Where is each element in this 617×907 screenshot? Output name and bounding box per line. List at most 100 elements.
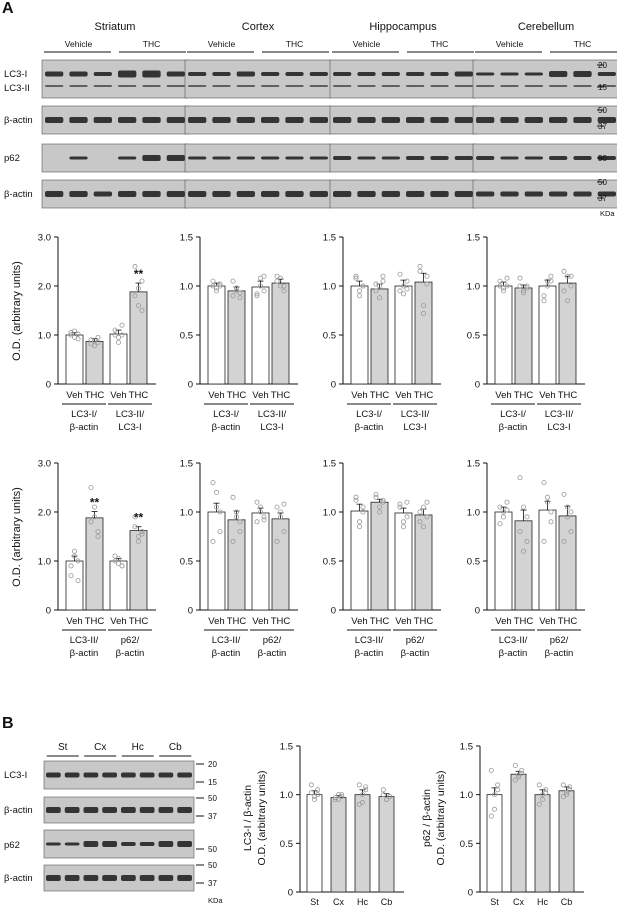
band — [500, 191, 519, 197]
data-point — [424, 514, 430, 520]
data-point — [281, 288, 287, 294]
band — [93, 72, 112, 76]
data-point — [88, 519, 94, 525]
data-point — [541, 480, 547, 486]
actin-blot-2 — [184, 179, 332, 209]
band — [333, 117, 352, 123]
data-point — [254, 519, 260, 525]
data-point — [281, 501, 287, 507]
group-label: β-actin — [401, 648, 430, 659]
band — [188, 156, 207, 160]
y-tick-label: 0.5 — [323, 557, 336, 568]
data-point — [356, 293, 362, 299]
bar — [486, 794, 503, 893]
data-point — [560, 794, 566, 800]
data-point — [568, 273, 574, 279]
vehicle-label: Vehicle — [65, 39, 93, 49]
data-point — [404, 514, 410, 520]
band — [69, 85, 88, 87]
data-point — [543, 790, 549, 796]
data-point — [400, 291, 406, 297]
y-tick-label: 1.0 — [180, 508, 193, 519]
band — [381, 156, 400, 160]
data-point — [495, 787, 501, 793]
data-point — [541, 538, 547, 544]
y-tick-label: 0.5 — [467, 557, 480, 568]
bar — [65, 334, 84, 385]
y-tick-label: 1.0 — [180, 282, 193, 293]
data-point — [217, 283, 223, 289]
data-point — [261, 273, 267, 279]
x-tick-label: THC — [271, 616, 291, 627]
band — [476, 191, 495, 197]
band — [261, 117, 280, 123]
data-point — [383, 797, 389, 803]
band — [381, 191, 400, 197]
data-point — [373, 491, 379, 497]
lane-group-label: Cb — [169, 742, 182, 753]
data-point — [561, 288, 567, 294]
data-point — [261, 517, 267, 523]
marker-label: 50 — [208, 845, 217, 854]
actin-blot-1 — [329, 105, 477, 135]
band — [121, 875, 136, 881]
data-point — [519, 767, 525, 773]
data-point — [543, 787, 549, 793]
x-tick-label: THC — [370, 390, 390, 401]
data-point — [363, 784, 369, 790]
band — [406, 72, 425, 76]
band — [597, 156, 616, 160]
band — [573, 85, 592, 87]
x-tick-label: Veh — [351, 616, 367, 627]
group-label: LC3-I — [547, 422, 570, 433]
x-tick-label: Veh — [252, 390, 268, 401]
data-point — [363, 787, 369, 793]
group-label: LC3-I/ — [213, 409, 239, 420]
data-point — [359, 792, 365, 798]
data-point — [400, 519, 406, 525]
bar — [109, 333, 128, 385]
x-tick-label: Veh — [495, 616, 511, 627]
bar — [370, 288, 389, 385]
data-point — [308, 790, 314, 796]
band — [121, 842, 136, 846]
band — [406, 156, 425, 160]
data-point — [400, 283, 406, 289]
data-point — [95, 334, 101, 340]
data-point — [112, 558, 118, 564]
data-point — [213, 504, 219, 510]
data-point — [548, 509, 554, 515]
region-title: Striatum — [95, 21, 136, 33]
data-point — [420, 524, 426, 530]
x-tick-label: Veh — [66, 616, 82, 627]
y-tick-label: 0.5 — [323, 331, 336, 342]
band — [64, 772, 80, 778]
data-point — [237, 295, 243, 301]
band — [333, 156, 352, 160]
band — [139, 807, 155, 813]
data-point — [564, 790, 570, 796]
bar — [227, 519, 246, 611]
band — [212, 191, 231, 197]
data-point — [308, 782, 314, 788]
data-point — [380, 499, 386, 505]
data-point — [72, 553, 78, 559]
data-point — [92, 514, 98, 520]
data-point — [565, 298, 571, 304]
y-tick-label: 2.0 — [38, 282, 51, 293]
data-point — [521, 288, 527, 294]
data-point — [380, 792, 386, 798]
band — [406, 85, 425, 87]
y-tick-label: 3.0 — [38, 459, 51, 470]
data-point — [524, 283, 530, 289]
y-tick-label: 0 — [188, 380, 193, 391]
marker-label: 15 — [208, 778, 217, 787]
row-label-actin: β-actin — [4, 115, 33, 126]
data-point — [567, 784, 573, 790]
group-label: β-actin — [116, 648, 145, 659]
band — [476, 85, 495, 87]
group-label: LC3-I — [260, 422, 283, 433]
